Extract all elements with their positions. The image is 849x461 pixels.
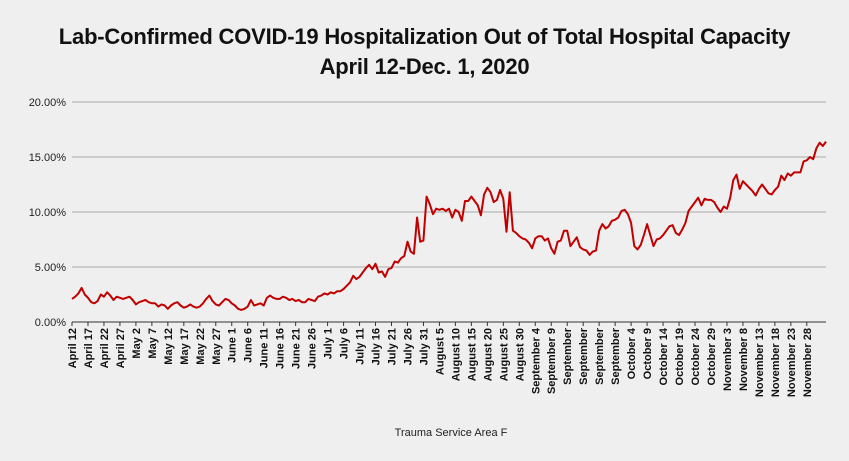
y-tick-label: 0.00%: [35, 317, 66, 329]
grid-lines: [72, 101, 826, 268]
x-tick-label: June 6: [243, 328, 255, 363]
x-tick-label: July 31: [418, 328, 430, 365]
x-tick-label: May 7: [147, 328, 159, 359]
x-tick-label: October 14: [658, 327, 670, 385]
x-tick-label: April 17: [83, 328, 95, 368]
series-line: [71, 141, 827, 311]
x-tick-label: May 2: [131, 328, 143, 359]
y-tick-label: 5.00%: [35, 262, 66, 274]
x-tick-label: May 17: [179, 328, 191, 365]
x-tick-label: November 28: [802, 328, 814, 397]
x-tick-label: June 11: [259, 328, 271, 368]
x-tick-label: October 19: [674, 328, 686, 385]
x-tick-label: September: [594, 327, 606, 385]
y-tick-label: 15.00%: [29, 152, 67, 164]
x-tick-label: July 26: [402, 328, 414, 365]
x-tick-label: July 16: [371, 328, 383, 365]
chart-subtitle: April 12-Dec. 1, 2020: [319, 54, 530, 79]
x-tick-label: June 1: [227, 328, 239, 363]
y-axis-ticks: 0.00% 5.00% 10.00% 15.00% 20.00%: [29, 97, 67, 329]
x-tick-label: October 29: [706, 328, 718, 385]
y-tick-label: 10.00%: [29, 207, 67, 219]
x-tick-label: September: [610, 327, 622, 385]
x-tick-label: September 4: [530, 327, 542, 394]
x-tick-label: September: [562, 327, 574, 385]
x-tick-label: August 15: [466, 328, 478, 381]
x-tick-label: May 22: [195, 328, 207, 365]
x-tick-label: November 23: [786, 328, 798, 397]
x-tick-label: May 12: [163, 328, 175, 365]
x-tick-label: August 5: [434, 328, 446, 375]
chart-title: Lab-Confirmed COVID-19 Hospitalization O…: [58, 24, 791, 49]
x-tick-label: August 30: [514, 328, 526, 381]
series-group: [71, 141, 827, 311]
x-tick-label: August 25: [498, 328, 510, 381]
x-tick-label: April 22: [99, 328, 111, 368]
x-tick-label: November 3: [722, 328, 734, 391]
x-tick-label: April 12: [67, 328, 79, 368]
x-tick-label: October 24: [690, 327, 702, 385]
x-tick-label: June 26: [307, 328, 319, 369]
x-tick-label: July 1: [323, 328, 335, 359]
x-axis-label: Trauma Service Area F: [395, 427, 508, 439]
x-tick-label: November 8: [738, 328, 750, 391]
x-tick-label: May 27: [211, 328, 223, 365]
x-tick-label: September 9: [546, 328, 558, 394]
x-tick-label: April 27: [115, 328, 127, 368]
x-tick-label: July 11: [355, 328, 367, 365]
x-tick-label: August 20: [482, 328, 494, 381]
x-tick-label: July 6: [339, 328, 351, 359]
x-tick-label: October 4: [626, 327, 638, 379]
x-axis-ticks: April 12 April 17 April 22 April 27 May 2 May…: [67, 322, 814, 397]
x-tick-label: November 18: [770, 328, 782, 397]
y-tick-label: 20.00%: [29, 97, 67, 109]
x-tick-label: June 21: [291, 328, 303, 369]
x-tick-label: September: [578, 327, 590, 385]
x-tick-label: July 21: [386, 328, 398, 365]
x-tick-label: June 16: [275, 328, 287, 369]
x-tick-label: August 10: [450, 328, 462, 381]
x-tick-label: November 13: [754, 328, 766, 397]
x-tick-label: October 9: [642, 328, 654, 379]
